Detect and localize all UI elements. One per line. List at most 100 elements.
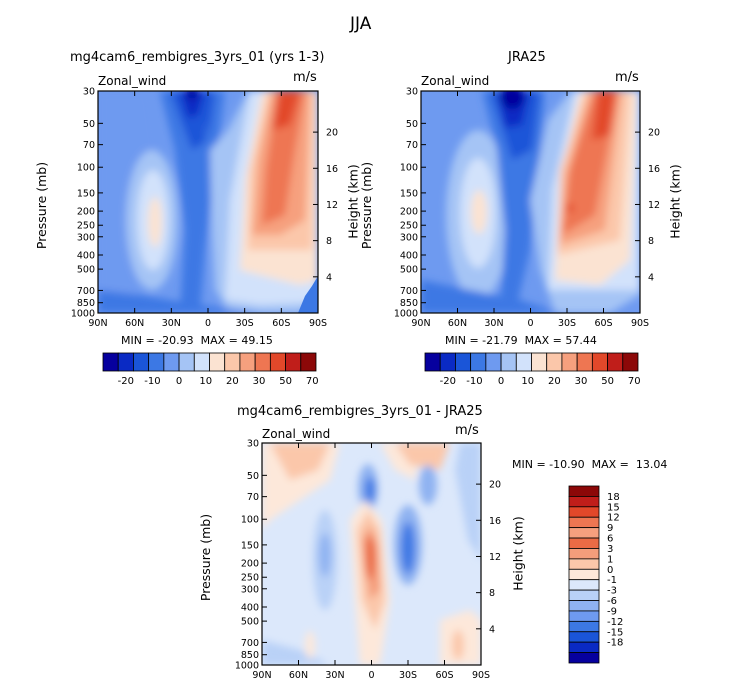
colorbar-swatch — [439, 352, 456, 372]
y-tick-label: 30 — [83, 87, 95, 98]
page-title: JJA — [350, 14, 372, 34]
diff-colorbar-swatch — [568, 537, 600, 549]
y-right-tick-label: 20 — [489, 480, 501, 491]
colorbar-swatch — [470, 352, 487, 372]
diff-colorbar-label: -1 — [607, 575, 617, 586]
diff-colorbar-swatch — [568, 641, 600, 653]
y-tick-label: 100 — [241, 515, 259, 526]
y-right-tick-label: 12 — [489, 552, 501, 563]
colorbar-swatch — [561, 352, 578, 372]
y-tick-label: 500 — [77, 265, 95, 276]
x-tick-label: 90N — [252, 670, 271, 681]
diff-colorbar-label: -15 — [607, 627, 623, 638]
diff-colorbar-swatch — [568, 652, 600, 664]
y-tick-label: 50 — [247, 471, 259, 482]
model-stats: MIN = -20.93 MAX = 49.15 — [121, 334, 273, 347]
diff-title: mg4cam6_rembigres_3yrs_01 - JRA25 — [237, 404, 483, 419]
diff-colorbar-swatch — [568, 579, 600, 591]
y-right-tick-label: 16 — [648, 164, 660, 175]
diff-colorbar-swatch — [568, 620, 600, 633]
colorbar-swatch — [455, 352, 472, 372]
colorbar-swatch — [515, 352, 532, 372]
colorbar-label: -10 — [466, 376, 482, 387]
diff-colorbar-swatch — [568, 496, 600, 508]
diff-colorbar-swatch — [568, 527, 600, 539]
colorbar-swatch — [531, 352, 548, 372]
colorbar-label: 30 — [253, 376, 266, 387]
model-field — [98, 91, 318, 313]
colorbar-label: 20 — [226, 376, 239, 387]
model-field-label: Zonal_wind — [98, 74, 167, 88]
y-tick-label: 50 — [83, 119, 95, 130]
x-tick-label: 0 — [368, 670, 374, 681]
y-tick-label: 400 — [241, 602, 259, 613]
colorbar-label: 50 — [279, 376, 292, 387]
colorbar-label: 20 — [548, 376, 561, 387]
colorbar-swatch — [424, 352, 441, 372]
y-tick-label: 500 — [241, 617, 259, 628]
x-tick-label: 30S — [236, 318, 254, 329]
y-tick-label: 200 — [400, 207, 418, 218]
diff-colorbar-swatch — [568, 589, 600, 601]
diff-field-label: Zonal_wind — [262, 427, 331, 441]
diff-colorbar-label: 15 — [607, 502, 620, 513]
y-right-tick-label: 12 — [326, 200, 338, 211]
diff-field — [262, 443, 481, 665]
y-tick-label: 100 — [77, 163, 95, 174]
colorbar-swatch — [133, 352, 150, 372]
y-tick-label: 1000 — [235, 661, 259, 672]
x-tick-label: 60N — [125, 318, 144, 329]
colorbar-label: -10 — [144, 376, 160, 387]
model-units: m/s — [293, 70, 317, 85]
colorbar-label: -20 — [440, 376, 456, 387]
x-tick-label: 90N — [88, 318, 107, 329]
y-tick-label: 700 — [77, 286, 95, 297]
colorbar-swatch — [300, 352, 317, 372]
x-tick-label: 60N — [448, 318, 467, 329]
y-tick-label: 500 — [400, 265, 418, 276]
diff-colorbar-label: -12 — [607, 617, 623, 628]
diff-colorbar-swatch — [568, 516, 600, 529]
y-right-tick-label: 8 — [326, 236, 332, 247]
diff-colorbar-label: 9 — [607, 523, 613, 534]
diff-colorbar-label: 18 — [607, 492, 620, 503]
y-tick-label: 700 — [241, 638, 259, 649]
y-tick-label: 150 — [241, 540, 259, 551]
y-tick-label: 70 — [83, 140, 95, 151]
diff-colorbar-swatch — [568, 506, 600, 518]
obs-field — [421, 91, 640, 313]
colorbar-swatch — [102, 352, 119, 372]
obs-title: JRA25 — [508, 50, 546, 65]
model-title: mg4cam6_rembigres_3yrs_01 (yrs 1-3) — [70, 50, 325, 65]
colorbar-swatch — [285, 352, 302, 372]
colorbar-swatch — [224, 352, 241, 372]
diff-colorbar-label: 12 — [607, 513, 620, 524]
diff-colorbar-swatch — [568, 568, 600, 581]
y-right-tick-label: 12 — [648, 200, 660, 211]
colorbar-swatch — [178, 352, 195, 372]
x-tick-label: 30S — [399, 670, 417, 681]
colorbar-swatch — [193, 352, 210, 372]
y-right-tick-label: 8 — [648, 236, 654, 247]
colorbar-swatch — [254, 352, 271, 372]
obs-stats: MIN = -21.79 MAX = 57.44 — [445, 334, 597, 347]
colorbar-label: 70 — [628, 376, 641, 387]
colorbar-label: 0 — [498, 376, 504, 387]
diff-colorbar-swatch — [568, 558, 600, 570]
x-tick-label: 0 — [527, 318, 533, 329]
y-tick-label: 50 — [406, 119, 418, 130]
obs-field-label: Zonal_wind — [421, 74, 490, 88]
colorbar-swatch — [500, 352, 517, 372]
x-tick-label: 90S — [631, 318, 649, 329]
y-tick-label: 150 — [77, 188, 95, 199]
y-tick-label: 70 — [406, 140, 418, 151]
obs-units: m/s — [615, 70, 639, 85]
diff-units: m/s — [455, 423, 479, 438]
x-tick-label: 30N — [325, 670, 344, 681]
y-tick-label: 200 — [77, 207, 95, 218]
y-tick-label: 250 — [400, 221, 418, 232]
x-tick-label: 60S — [435, 670, 453, 681]
x-tick-label: 0 — [205, 318, 211, 329]
diff-colorbar-swatch — [568, 631, 600, 643]
diff-colorbar-label: 3 — [607, 544, 613, 555]
